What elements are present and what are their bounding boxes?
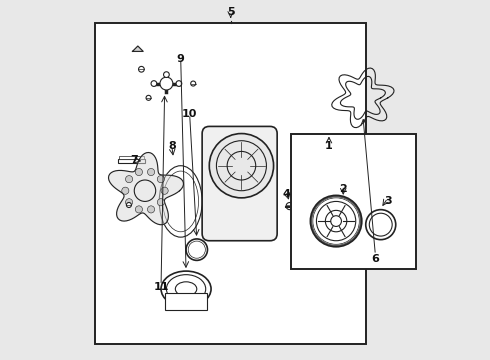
Text: 4: 4 — [282, 189, 290, 199]
Circle shape — [160, 77, 173, 90]
Text: 1: 1 — [325, 141, 333, 151]
Circle shape — [147, 206, 155, 213]
Text: 5: 5 — [227, 7, 235, 17]
Circle shape — [176, 81, 182, 86]
Polygon shape — [132, 46, 143, 51]
Bar — [119, 156, 144, 158]
Bar — [292, 134, 416, 269]
Bar — [165, 293, 207, 310]
Text: 3: 3 — [384, 197, 392, 206]
Text: 6: 6 — [371, 253, 379, 264]
Text: 7: 7 — [130, 156, 138, 165]
Circle shape — [209, 134, 273, 198]
Circle shape — [146, 95, 151, 100]
Text: 11: 11 — [153, 282, 169, 292]
Circle shape — [147, 168, 155, 176]
Text: 8: 8 — [168, 141, 175, 151]
Text: 2: 2 — [340, 184, 347, 194]
Circle shape — [126, 203, 131, 207]
Circle shape — [135, 206, 143, 213]
Circle shape — [139, 66, 144, 72]
Bar — [118, 158, 145, 163]
Text: 10: 10 — [182, 109, 197, 119]
Text: 9: 9 — [177, 54, 185, 64]
Circle shape — [157, 199, 165, 206]
Circle shape — [135, 168, 143, 176]
FancyBboxPatch shape — [202, 126, 277, 241]
Circle shape — [125, 199, 133, 206]
Circle shape — [191, 81, 196, 86]
Polygon shape — [108, 153, 183, 225]
Bar — [95, 23, 367, 344]
Circle shape — [122, 187, 129, 194]
Circle shape — [157, 176, 165, 183]
Circle shape — [161, 187, 168, 194]
Circle shape — [164, 72, 169, 77]
Circle shape — [125, 176, 133, 183]
Circle shape — [151, 81, 157, 86]
